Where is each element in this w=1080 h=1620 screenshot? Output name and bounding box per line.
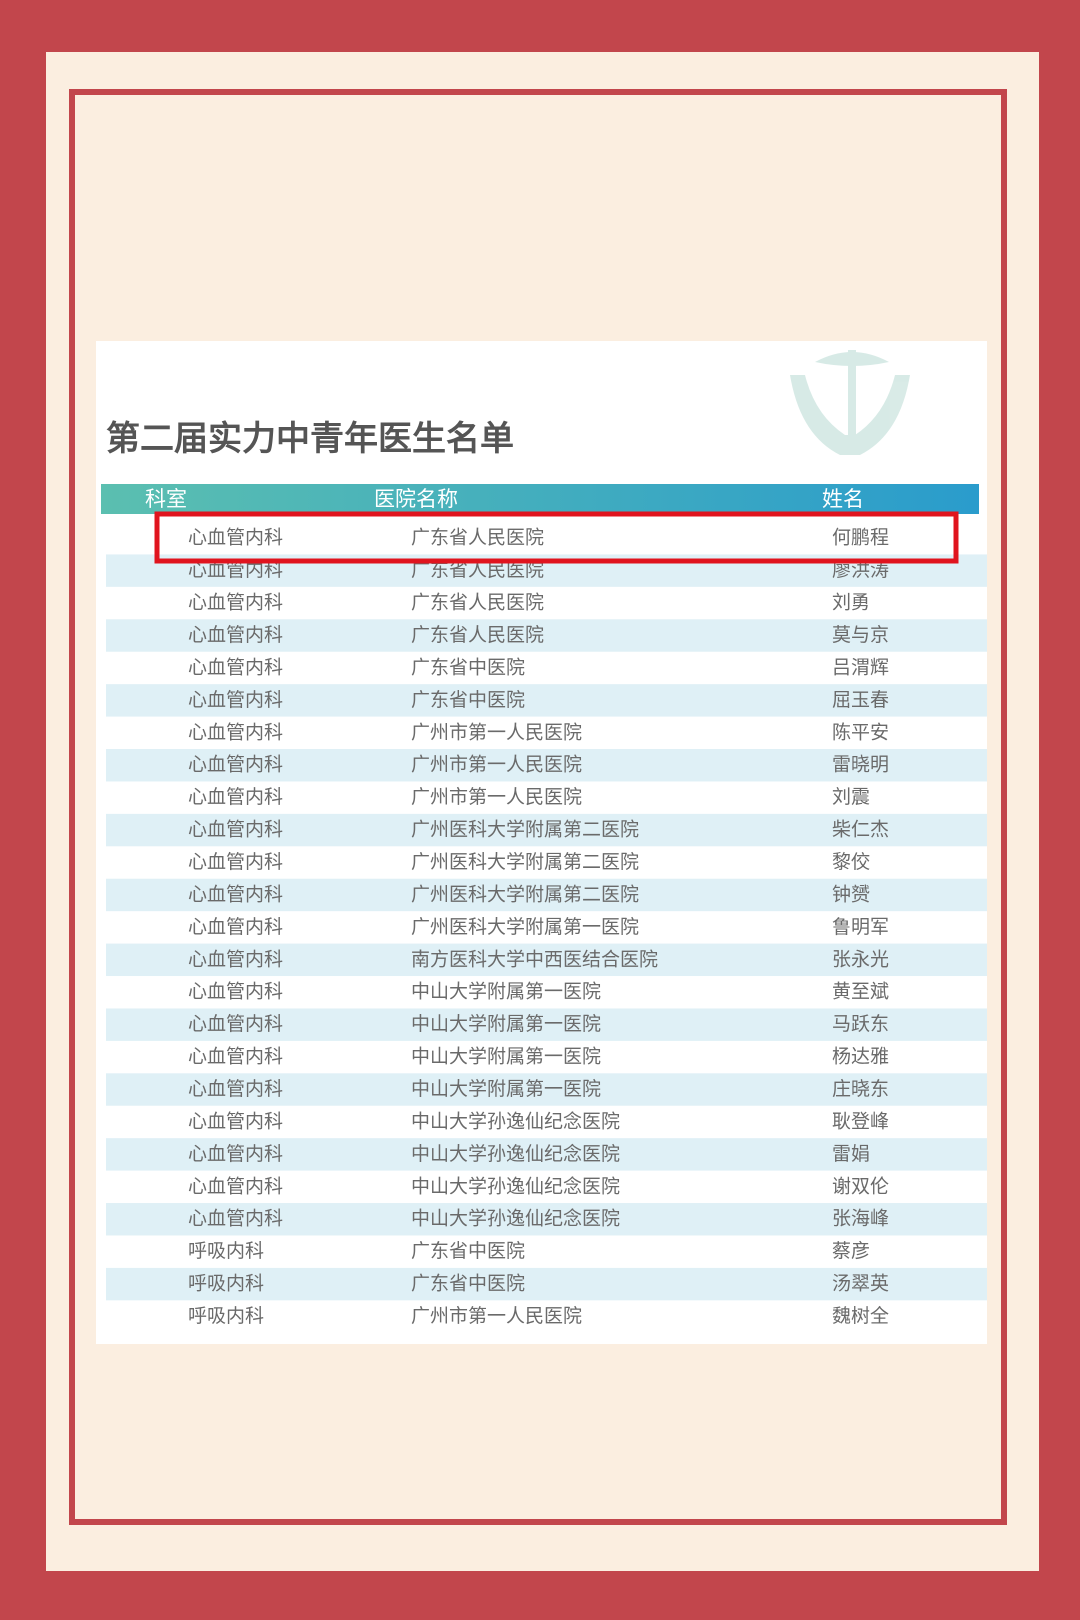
cell: 廖洪涛 — [832, 559, 889, 581]
cell: 心血管内科 — [188, 1175, 283, 1197]
cell: 中山大学孙逸仙纪念医院 — [411, 1109, 620, 1132]
row-stripe — [106, 943, 987, 977]
row-stripe — [106, 1138, 987, 1171]
cell: 广东省中医院 — [411, 689, 525, 711]
cell: 心血管内科 — [188, 754, 283, 776]
column-header: 科室 — [145, 487, 187, 511]
cell: 广东省人民医院 — [411, 559, 544, 581]
cell: 吕渭辉 — [832, 656, 889, 678]
cell: 中山大学附属第一医院 — [411, 1013, 601, 1035]
cell: 广州市第一人民医院 — [411, 1305, 582, 1327]
row-stripe — [106, 1203, 987, 1236]
cell: 心血管内科 — [188, 592, 283, 614]
cell: 广州市第一人民医院 — [411, 786, 582, 808]
cell: 广东省人民医院 — [411, 624, 544, 646]
cell: 屈玉春 — [832, 689, 889, 711]
cell: 广东省人民医院 — [411, 592, 544, 614]
cell: 中山大学孙逸仙纪念医院 — [411, 1174, 620, 1197]
cell: 中山大学孙逸仙纪念医院 — [411, 1207, 620, 1230]
cell: 心血管内科 — [188, 624, 283, 646]
cell: 广州医科大学附属第二医院 — [411, 883, 639, 905]
cell: 心血管内科 — [188, 786, 283, 808]
cell: 刘勇 — [832, 592, 870, 614]
cell: 心血管内科 — [188, 1013, 283, 1035]
caduceus-icon — [790, 350, 910, 455]
cell: 广州医科大学附属第一医院 — [411, 916, 639, 938]
cell: 中山大学孙逸仙纪念医院 — [411, 1142, 620, 1165]
row-stripe — [106, 1267, 987, 1301]
cell: 心血管内科 — [188, 1143, 283, 1165]
row-stripe — [106, 749, 987, 782]
cell: 中山大学附属第一医院 — [411, 981, 601, 1003]
cell: 刘震 — [832, 786, 870, 808]
cell: 心血管内科 — [188, 1208, 283, 1230]
cell: 雷娟 — [832, 1143, 870, 1165]
cell: 心血管内科 — [188, 527, 283, 549]
inner-frame — [69, 89, 1007, 1525]
cell: 心血管内科 — [188, 721, 283, 743]
cell: 心血管内科 — [188, 883, 283, 905]
cell: 庄晓东 — [832, 1078, 889, 1100]
cell: 广东省中医院 — [411, 1273, 525, 1295]
row-stripe — [106, 1073, 987, 1106]
cell: 莫与京 — [832, 624, 889, 646]
cell: 张海峰 — [832, 1208, 889, 1230]
cell: 呼吸内科 — [188, 1305, 264, 1327]
cell: 广东省人民医院 — [411, 527, 544, 549]
cell: 广州医科大学附属第二医院 — [411, 851, 639, 873]
cell: 魏树全 — [832, 1305, 889, 1327]
cell: 钟赟 — [832, 883, 870, 905]
cell: 杨达雅 — [832, 1046, 889, 1068]
row-stripe — [106, 878, 987, 912]
cell: 心血管内科 — [188, 981, 283, 1003]
cell: 中山大学附属第一医院 — [411, 1078, 601, 1100]
cell: 广东省中医院 — [411, 656, 525, 678]
title: 第二届实力中青年医生名单 — [106, 419, 514, 459]
cell: 陈平安 — [832, 721, 889, 743]
cell: 南方医科大学中西医结合医院 — [411, 948, 658, 970]
cell: 心血管内科 — [188, 851, 283, 873]
cell: 张永光 — [832, 948, 889, 970]
cell: 何鹏程 — [832, 527, 889, 549]
row-stripe — [106, 619, 987, 652]
cell: 广州市第一人民医院 — [411, 721, 582, 743]
cell: 心血管内科 — [188, 948, 283, 970]
cell: 心血管内科 — [188, 559, 283, 581]
cell: 广州医科大学附属第二医院 — [411, 819, 639, 841]
cell: 心血管内科 — [188, 689, 283, 711]
cell: 柴仁杰 — [832, 819, 889, 841]
row-stripe — [106, 684, 987, 717]
cell: 心血管内科 — [188, 656, 283, 678]
row-stripe — [106, 1008, 987, 1041]
cell: 马跃东 — [832, 1013, 889, 1035]
cell: 黄至斌 — [832, 981, 889, 1003]
cell: 心血管内科 — [188, 916, 283, 938]
cell: 心血管内科 — [188, 819, 283, 841]
row-stripe — [106, 813, 987, 847]
cell: 中山大学附属第一医院 — [411, 1046, 601, 1068]
cell: 广州市第一人民医院 — [411, 754, 582, 776]
cell: 雷晓明 — [832, 754, 889, 776]
cell: 心血管内科 — [188, 1110, 283, 1132]
column-header: 姓名 — [822, 487, 864, 511]
cell: 呼吸内科 — [188, 1273, 264, 1295]
cell: 蔡彦 — [832, 1240, 870, 1262]
column-header: 医院名称 — [374, 487, 458, 511]
cell: 谢双伦 — [832, 1175, 889, 1197]
cell: 心血管内科 — [188, 1078, 283, 1100]
cell: 汤翠英 — [832, 1273, 889, 1295]
cell: 广东省中医院 — [411, 1240, 525, 1262]
cell: 呼吸内科 — [188, 1240, 264, 1262]
highlight-box — [154, 511, 959, 564]
cell: 黎佼 — [832, 851, 870, 873]
cell: 鲁明军 — [832, 916, 889, 938]
cell: 耿登峰 — [832, 1110, 889, 1132]
cell: 心血管内科 — [188, 1046, 283, 1068]
header-bar — [101, 484, 979, 514]
